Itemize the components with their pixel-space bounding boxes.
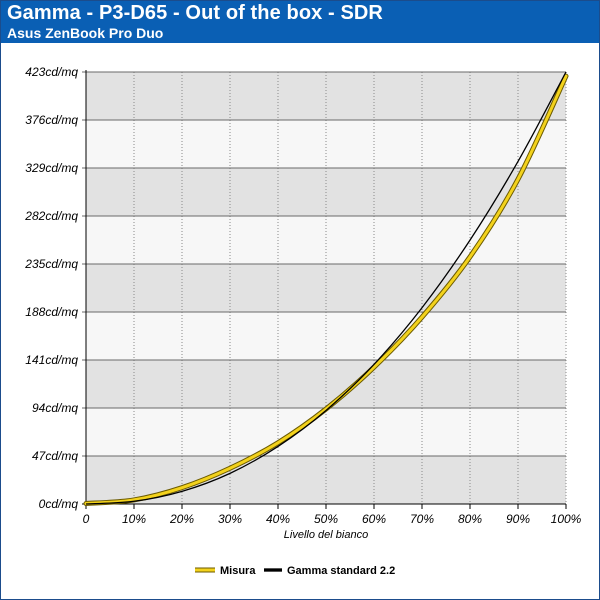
y-tick-label: 376cd/mq (25, 113, 78, 127)
chart-subtitle: Asus ZenBook Pro Duo (7, 25, 164, 41)
x-tick-label: 50% (314, 512, 338, 526)
y-tick-label: 329cd/mq (25, 161, 78, 175)
x-tick-label: 30% (218, 512, 242, 526)
x-tick-label: 90% (506, 512, 530, 526)
x-tick-label: 80% (458, 512, 482, 526)
x-tick-label: 40% (266, 512, 290, 526)
x-tick-label: 100% (551, 512, 582, 526)
y-tick-label: 423cd/mq (25, 65, 78, 79)
x-tick-label: 70% (410, 512, 434, 526)
x-tick-label: 60% (362, 512, 386, 526)
y-tick-label: 141cd/mq (25, 353, 78, 367)
x-tick-label: 10% (122, 512, 146, 526)
chart-header: Gamma - P3-D65 - Out of the box - SDR As… (1, 1, 599, 43)
chart-title: Gamma - P3-D65 - Out of the box - SDR (7, 2, 383, 24)
x-tick-label: 0 (83, 512, 90, 526)
x-tick-label: 20% (169, 512, 194, 526)
y-tick-label: 0cd/mq (39, 497, 79, 511)
series-gamma-standard-line (85, 71, 567, 505)
legend-label-misura: Misura (220, 565, 256, 577)
y-tick-label: 47cd/mq (32, 449, 78, 463)
y-tick-label: 282cd/mq (24, 209, 78, 223)
x-axis-title: Livello del bianco (284, 529, 368, 541)
legend-label-gamma-standard: Gamma standard 2.2 (287, 565, 395, 577)
y-tick-label: 188cd/mq (25, 305, 78, 319)
y-tick-label: 94cd/mq (32, 401, 78, 415)
y-tick-label: 235cd/mq (24, 257, 78, 271)
